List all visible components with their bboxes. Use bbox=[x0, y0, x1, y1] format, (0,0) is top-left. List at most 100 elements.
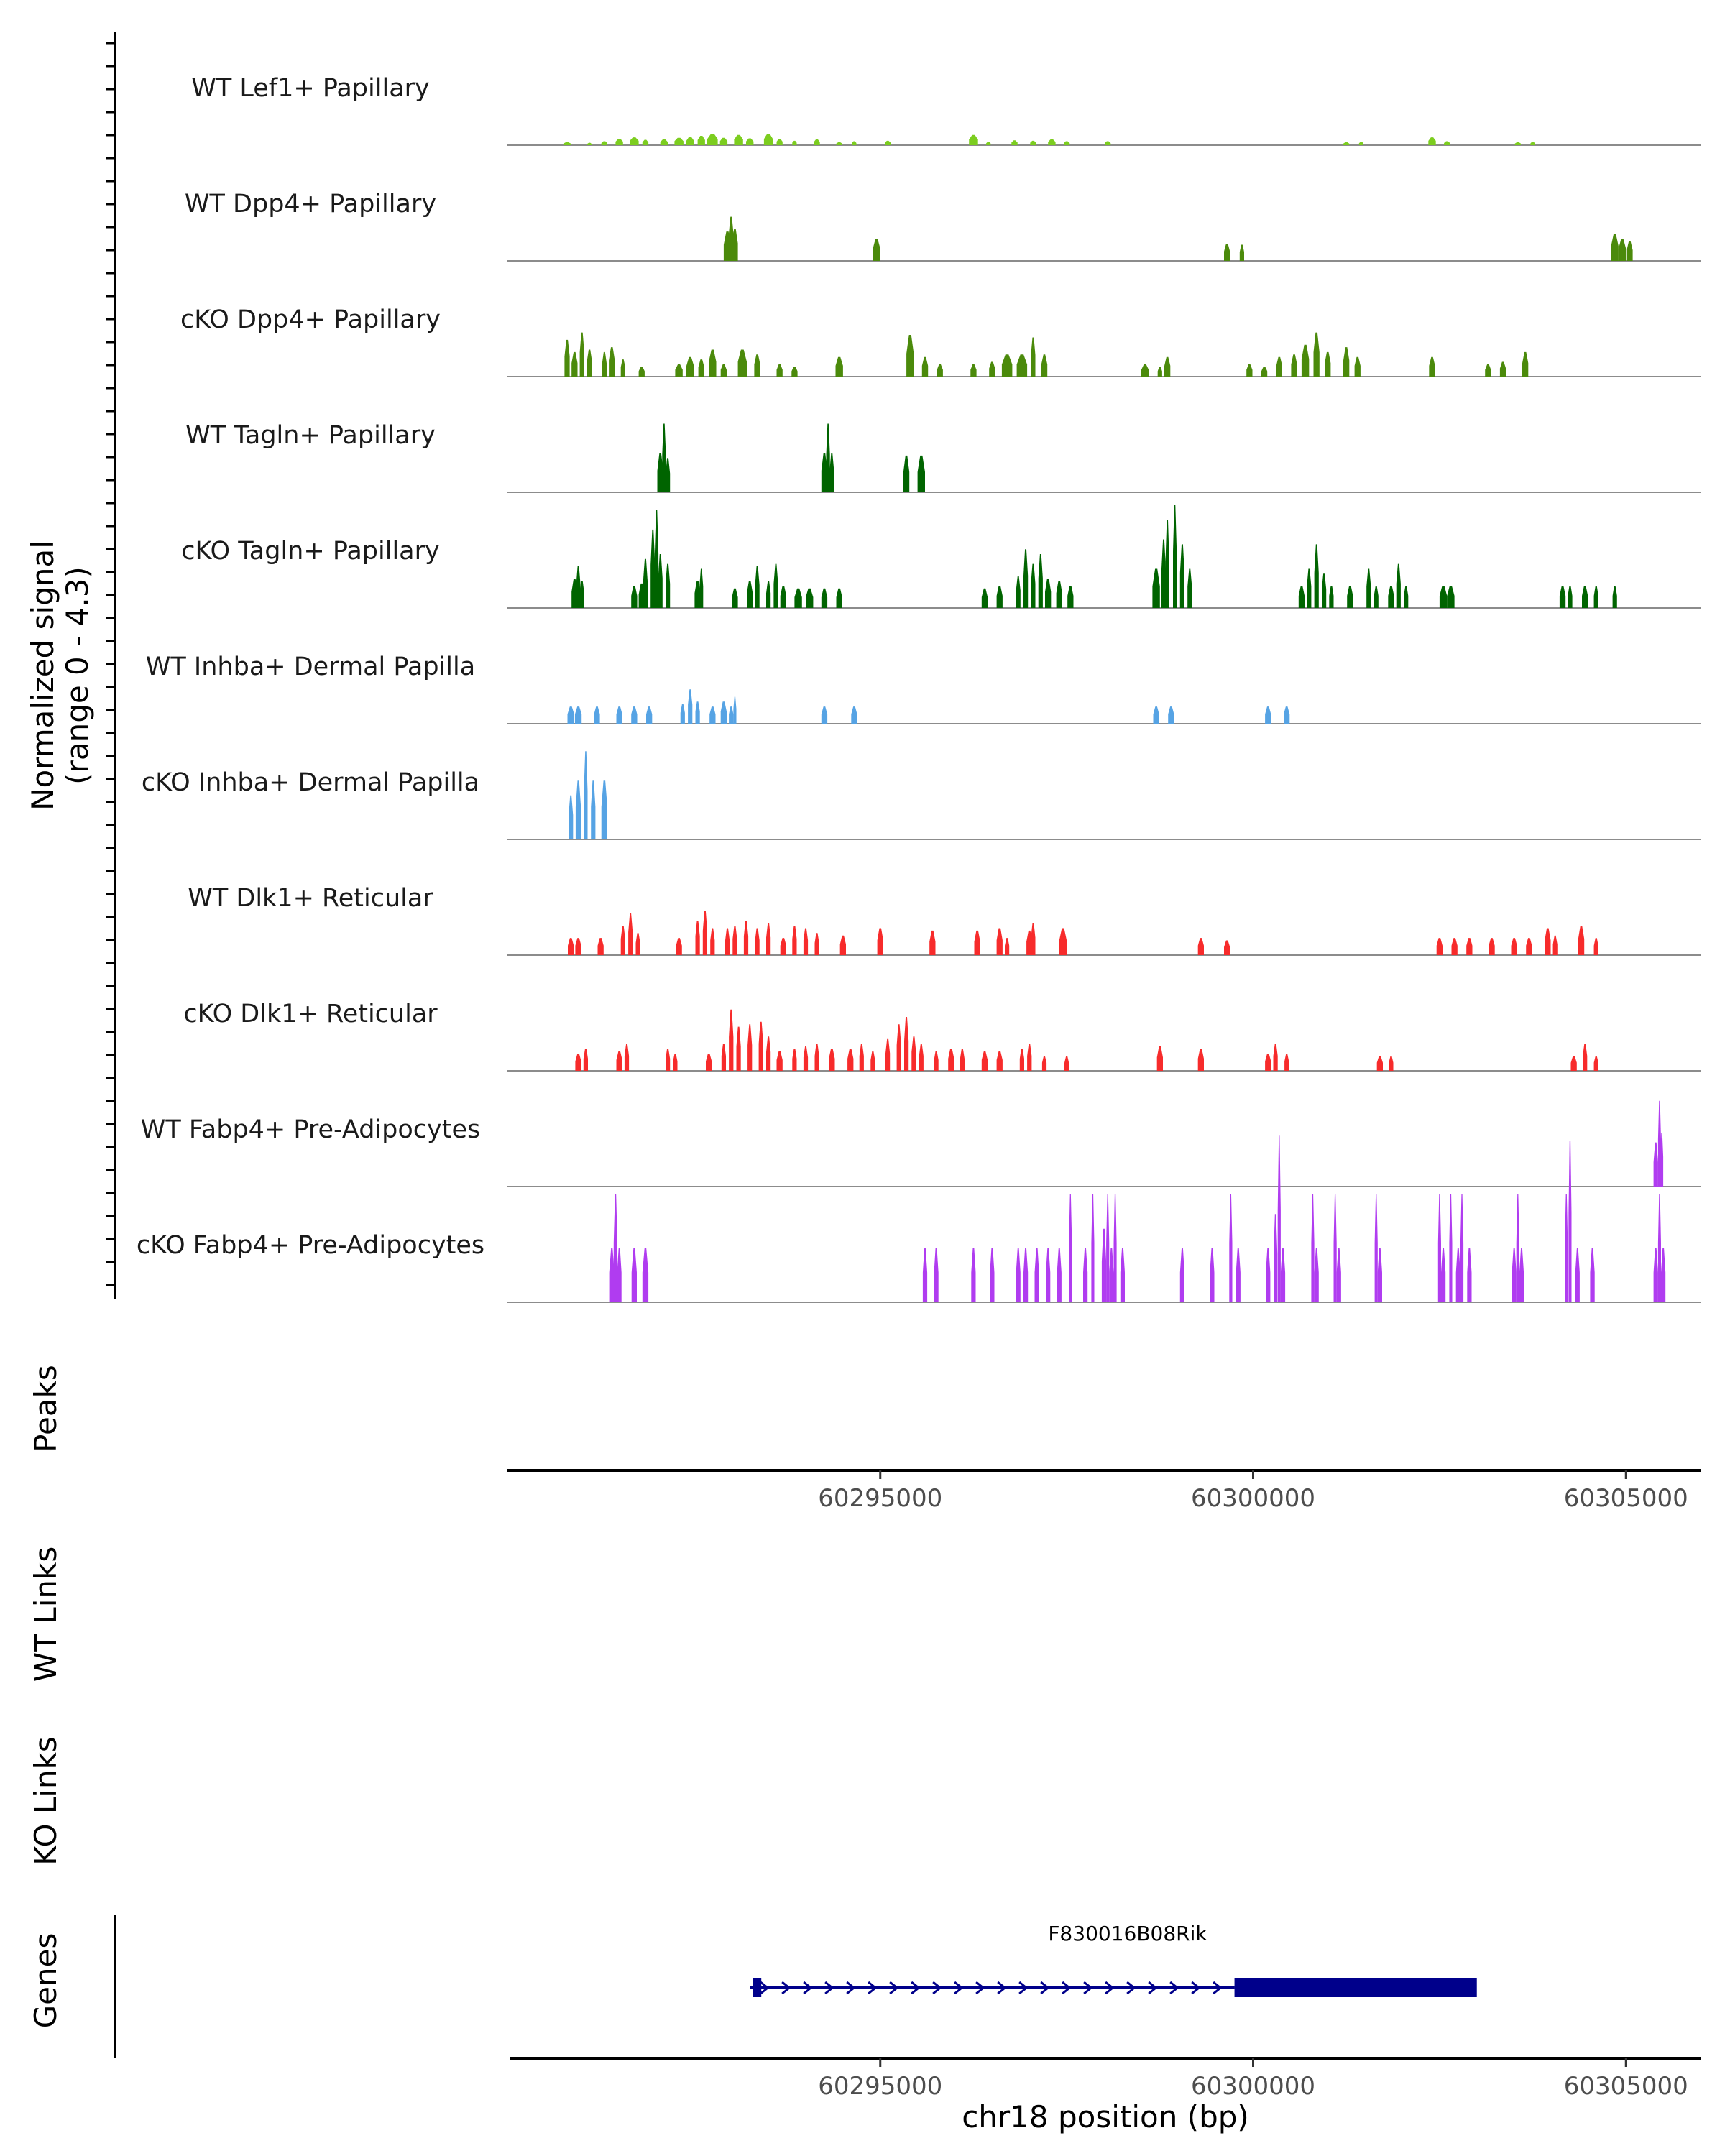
signal-peak bbox=[1197, 1049, 1204, 1071]
track-label: WT Dpp4+ Papillary bbox=[185, 190, 436, 218]
gene-track: F830016B08Rik bbox=[750, 1922, 1477, 1997]
signal-peak bbox=[719, 137, 728, 145]
strand-arrow bbox=[975, 1981, 985, 1995]
signal-peak bbox=[620, 926, 625, 955]
signal-peak bbox=[1165, 520, 1169, 608]
signal-peak bbox=[568, 938, 574, 955]
signal-peak bbox=[579, 332, 584, 377]
signal-peak bbox=[1210, 1248, 1215, 1302]
signal-peak bbox=[737, 349, 747, 377]
signal-peak bbox=[1660, 1133, 1664, 1187]
signal-peak bbox=[766, 1036, 771, 1071]
signal-peak bbox=[1336, 1248, 1341, 1302]
signal-peak bbox=[1101, 1228, 1107, 1302]
signal-peak bbox=[586, 349, 592, 377]
signal-peak bbox=[1083, 1248, 1088, 1302]
signal-peak bbox=[1298, 586, 1305, 608]
strand-arrow bbox=[1169, 1981, 1179, 1995]
signal-peak bbox=[870, 1051, 875, 1071]
strand-arrow bbox=[889, 1981, 899, 1995]
signal-peak bbox=[597, 938, 604, 955]
signal-peak bbox=[758, 1021, 763, 1071]
signal-peak bbox=[1460, 1194, 1464, 1302]
signal-peak bbox=[732, 229, 738, 261]
signal-peak bbox=[666, 563, 671, 608]
signal-peak bbox=[1661, 1248, 1666, 1302]
signal-peak bbox=[1224, 244, 1230, 261]
signal-peak bbox=[642, 1248, 649, 1302]
strand-arrow bbox=[803, 1981, 813, 1995]
wt-links-panel-label: WT Links bbox=[28, 1547, 63, 1682]
signal-peak bbox=[1313, 332, 1320, 377]
signal-peak bbox=[996, 928, 1003, 955]
signal-peak bbox=[1273, 1044, 1278, 1071]
strand-arrow bbox=[846, 1981, 856, 1995]
signal-peak bbox=[859, 1044, 864, 1071]
signal-peak bbox=[990, 1248, 995, 1302]
track: cKO Fabp4+ Pre-Adipocytes bbox=[137, 1135, 1701, 1303]
signal-peak bbox=[873, 239, 880, 261]
signal-peak bbox=[1396, 563, 1401, 608]
strand-arrow bbox=[1148, 1981, 1158, 1995]
strand-arrow bbox=[1213, 1981, 1223, 1995]
signal-peak bbox=[1449, 1194, 1453, 1302]
signal-peak bbox=[1261, 367, 1268, 377]
signal-peak bbox=[686, 356, 694, 377]
signal-peak bbox=[1106, 1194, 1110, 1302]
signal-peak bbox=[1618, 239, 1627, 261]
signal-peak bbox=[1276, 356, 1282, 377]
track-label: WT Tagln+ Papillary bbox=[185, 421, 436, 450]
signal-peak bbox=[1011, 140, 1018, 145]
signal-peak bbox=[631, 586, 638, 608]
signal-peak bbox=[1187, 568, 1192, 608]
signal-peak bbox=[709, 349, 717, 377]
signal-peak bbox=[1224, 940, 1230, 955]
signal-peak bbox=[1301, 344, 1310, 377]
signal-peak bbox=[1056, 581, 1062, 608]
signal-peak bbox=[676, 938, 682, 955]
signal-peak bbox=[587, 142, 592, 145]
track-label: WT Inhba+ Dermal Papilla bbox=[146, 653, 475, 681]
signal-peak bbox=[766, 581, 771, 608]
signal-peak bbox=[706, 1054, 712, 1071]
strand-arrow bbox=[1126, 1981, 1136, 1995]
strand-arrow bbox=[781, 1981, 791, 1995]
track-label: cKO Dlk1+ Reticular bbox=[183, 1000, 438, 1028]
signal-peak bbox=[840, 935, 846, 955]
signal-peak bbox=[780, 938, 786, 955]
track: WT Fabp4+ Pre-Adipocytes bbox=[141, 1100, 1701, 1187]
signal-peak bbox=[1627, 241, 1633, 261]
signal-peak bbox=[1161, 539, 1167, 608]
signal-peak bbox=[594, 706, 600, 724]
signal-peak bbox=[917, 455, 925, 492]
signal-peak bbox=[710, 928, 715, 955]
signal-peak bbox=[1436, 938, 1443, 955]
signal-peak bbox=[1593, 1056, 1598, 1071]
signal-peak bbox=[1429, 356, 1435, 377]
signal-peak bbox=[996, 1051, 1003, 1071]
signal-peak bbox=[1568, 586, 1573, 608]
signal-peak bbox=[1046, 1248, 1051, 1302]
signal-peak bbox=[1239, 244, 1244, 261]
signal-peak bbox=[1064, 141, 1070, 145]
signal-peak bbox=[615, 139, 623, 145]
signal-peak bbox=[650, 529, 656, 608]
track: WT Dlk1+ Reticular bbox=[188, 884, 1701, 956]
signal-peak bbox=[792, 1049, 797, 1071]
signal-peak bbox=[576, 566, 581, 608]
signal-peak bbox=[729, 706, 734, 724]
signal-peak bbox=[1031, 337, 1036, 377]
signal-peak bbox=[1526, 938, 1532, 955]
signal-peak bbox=[836, 588, 842, 608]
signal-peak bbox=[695, 921, 700, 955]
signal-peak bbox=[1333, 1194, 1337, 1302]
signal-peak bbox=[821, 588, 828, 608]
signal-peak bbox=[1354, 356, 1361, 377]
signal-peak bbox=[736, 1026, 741, 1071]
signal-peak bbox=[695, 701, 700, 724]
signal-peak bbox=[1374, 1194, 1378, 1302]
signal-peak bbox=[734, 134, 743, 145]
signal-peak bbox=[1314, 544, 1319, 608]
signal-peak bbox=[1105, 141, 1111, 145]
signal-peak bbox=[697, 136, 705, 145]
